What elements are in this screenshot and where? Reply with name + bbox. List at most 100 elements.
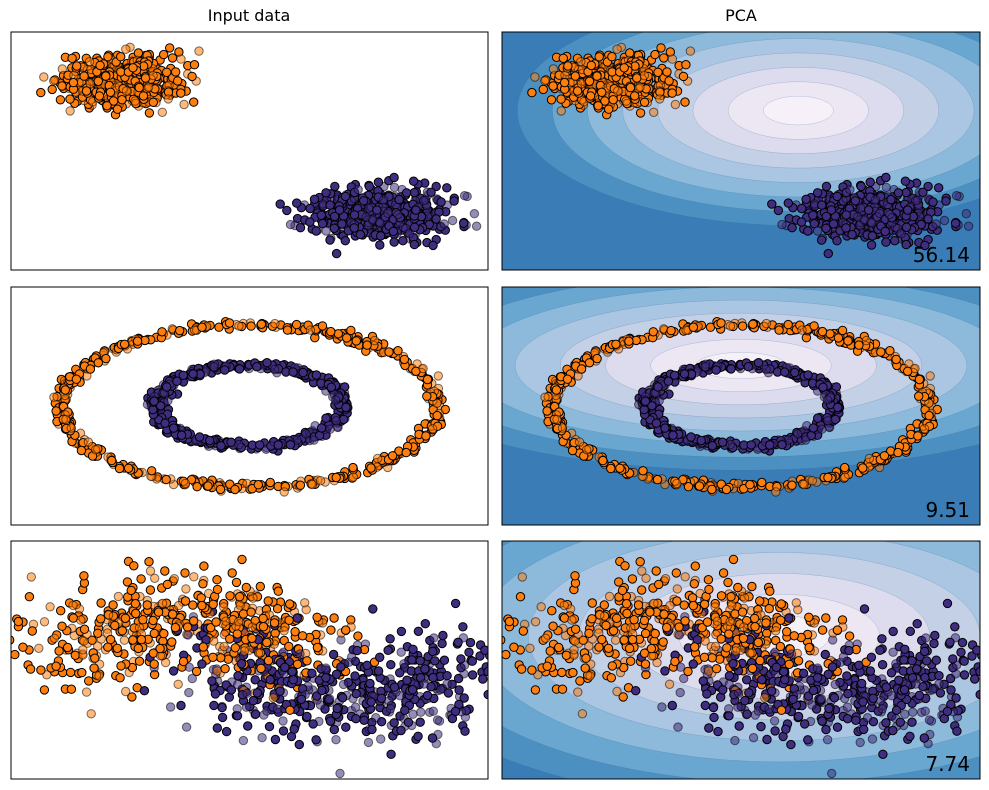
scatter-points xyxy=(49,317,450,497)
point-class-0 xyxy=(431,214,441,224)
point-class-1 xyxy=(65,94,75,104)
point-class-1 xyxy=(604,104,614,114)
point-class-0 xyxy=(226,685,237,695)
axes-frame xyxy=(501,286,981,526)
point-class-0 xyxy=(797,203,807,214)
point-class-0 xyxy=(278,716,288,726)
point-class-0 xyxy=(823,248,833,259)
point-class-1 xyxy=(269,618,280,628)
point-class-0 xyxy=(347,652,357,662)
point-class-1 xyxy=(546,95,557,105)
point-class-1 xyxy=(180,568,190,578)
point-class-1 xyxy=(576,364,587,374)
point-class-1 xyxy=(108,600,118,610)
point-class-1 xyxy=(910,363,920,374)
point-class-0 xyxy=(292,198,302,208)
contour-level-8 xyxy=(763,95,834,126)
point-class-1 xyxy=(399,354,410,365)
point-class-1 xyxy=(225,634,235,644)
column-title-pca: PCA xyxy=(725,6,757,25)
point-class-0 xyxy=(217,712,228,723)
point-class-1 xyxy=(129,561,139,571)
point-class-1 xyxy=(556,94,566,104)
point-class-1 xyxy=(36,87,46,98)
point-class-0 xyxy=(178,370,189,380)
point-class-1 xyxy=(134,656,145,666)
point-class-0 xyxy=(250,675,260,685)
point-class-1 xyxy=(584,76,595,87)
point-class-1 xyxy=(85,364,96,374)
point-class-0 xyxy=(808,423,818,433)
point-class-1 xyxy=(597,87,607,98)
point-class-1 xyxy=(78,645,88,655)
point-class-1 xyxy=(530,72,540,82)
point-class-1 xyxy=(171,67,181,77)
point-class-1 xyxy=(119,339,130,349)
point-class-1 xyxy=(649,107,659,118)
point-class-0 xyxy=(349,210,360,220)
point-class-1 xyxy=(145,585,156,595)
point-class-0 xyxy=(329,211,340,222)
point-class-1 xyxy=(83,437,94,447)
point-class-1 xyxy=(57,621,67,631)
point-class-0 xyxy=(660,423,670,433)
point-class-1 xyxy=(893,447,903,458)
point-class-0 xyxy=(331,669,342,679)
point-class-0 xyxy=(773,205,784,216)
point-class-0 xyxy=(686,432,696,442)
point-class-0 xyxy=(875,208,885,219)
point-class-0 xyxy=(385,704,396,714)
point-class-0 xyxy=(420,664,430,674)
point-class-1 xyxy=(879,451,890,461)
point-class-1 xyxy=(175,325,185,336)
point-class-1 xyxy=(678,71,689,82)
point-class-0 xyxy=(777,219,787,230)
point-class-1 xyxy=(116,52,126,62)
point-class-0 xyxy=(669,370,680,380)
point-class-1 xyxy=(681,59,691,70)
point-class-0 xyxy=(442,183,452,193)
point-class-0 xyxy=(311,370,322,380)
point-class-0 xyxy=(951,191,962,201)
point-class-1 xyxy=(635,82,645,93)
point-class-0 xyxy=(321,663,331,673)
point-class-0 xyxy=(801,435,811,445)
point-class-0 xyxy=(363,737,374,748)
point-class-1 xyxy=(57,81,67,91)
point-class-1 xyxy=(272,604,283,614)
point-class-0 xyxy=(420,619,430,629)
point-class-0 xyxy=(793,429,803,439)
point-class-1 xyxy=(694,481,705,491)
point-class-1 xyxy=(148,97,159,108)
point-class-0 xyxy=(438,630,448,641)
point-class-0 xyxy=(459,218,469,228)
point-class-1 xyxy=(924,398,934,408)
point-class-1 xyxy=(103,52,113,62)
point-class-1 xyxy=(608,95,618,105)
point-class-1 xyxy=(176,88,186,98)
axes-frame xyxy=(10,286,489,526)
point-class-0 xyxy=(205,435,215,446)
point-class-0 xyxy=(823,416,833,426)
point-class-0 xyxy=(449,196,459,206)
point-class-0 xyxy=(379,195,389,205)
point-class-1 xyxy=(93,76,104,87)
point-class-1 xyxy=(66,423,77,433)
point-class-0 xyxy=(847,229,857,240)
point-class-1 xyxy=(253,648,264,658)
point-class-1 xyxy=(924,410,934,421)
point-class-1 xyxy=(598,455,608,466)
point-class-0 xyxy=(816,235,827,245)
point-class-1 xyxy=(197,600,207,611)
point-class-1 xyxy=(62,642,73,653)
point-class-0 xyxy=(376,693,387,703)
point-class-1 xyxy=(81,86,92,96)
point-class-0 xyxy=(780,367,790,377)
point-class-1 xyxy=(138,91,149,101)
point-class-1 xyxy=(891,354,901,365)
point-class-1 xyxy=(312,642,323,653)
point-class-1 xyxy=(76,615,86,625)
point-class-0 xyxy=(163,396,173,406)
point-class-1 xyxy=(103,610,114,620)
point-class-1 xyxy=(919,424,930,434)
